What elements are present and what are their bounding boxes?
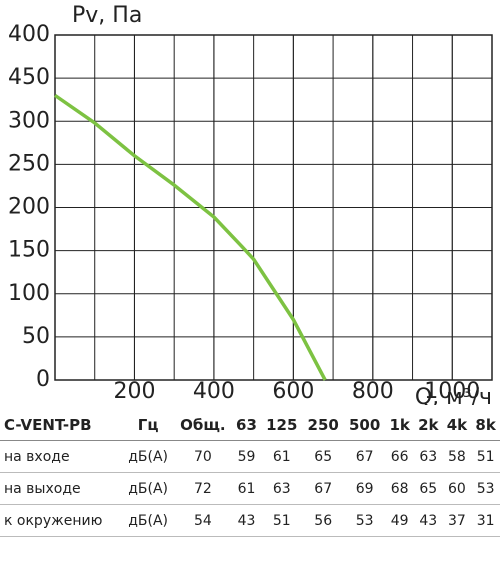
y-tick-label: 0 [36, 367, 50, 392]
cell: дБ(А) [122, 504, 174, 537]
header-cell: 125 [261, 409, 303, 441]
cell: дБ(А) [122, 440, 174, 473]
cell: 67 [302, 472, 344, 505]
cell: 67 [343, 440, 386, 473]
y-tick-label: 400 [8, 22, 50, 47]
header-cell: 8k [471, 409, 500, 441]
y-tick-label: 150 [8, 238, 50, 263]
cell: 65 [302, 440, 344, 473]
cell: 58 [442, 440, 472, 473]
plot-frame [54, 34, 493, 381]
cell: 59 [231, 440, 262, 473]
cell: на выходе [0, 472, 123, 505]
cell: 31 [471, 504, 500, 537]
cell: на входе [0, 440, 123, 473]
header-cell: Гц [122, 409, 174, 441]
cell: 54 [173, 504, 232, 537]
noise-table: C-VENT-PB Гц Общ. 63 125 250 500 1k 2k 4k 8k на вхо… [0, 409, 500, 537]
y-tick-label: 450 [8, 65, 50, 90]
header-cell: C-VENT-PB [0, 409, 123, 441]
x-tick-label: 200 [113, 379, 155, 404]
cell: 51 [471, 440, 500, 473]
cell: 43 [413, 504, 443, 537]
curve [54, 93, 327, 381]
y-axis-label: Pv, Па [72, 3, 142, 28]
x-tick-label: 800 [352, 379, 394, 404]
cell: 68 [385, 472, 414, 505]
chart: Pv, Па Q, м³/ч 0501001502002503004504002… [8, 3, 493, 410]
cell: 63 [413, 440, 443, 473]
cell: 56 [302, 504, 344, 537]
cell: 53 [471, 472, 500, 505]
y-tick-label: 50 [22, 324, 50, 349]
y-tick-label: 200 [8, 195, 50, 220]
y-tick-label: 250 [8, 151, 50, 176]
table-row: к окружению дБ(А) 54 43 51 56 53 49 43 37 31 [0, 504, 500, 537]
cell: 51 [261, 504, 303, 537]
header-cell: 4k [442, 409, 472, 441]
cell: 72 [173, 472, 232, 505]
table-row: на выходе дБ(А) 72 61 63 67 69 68 65 60 53 [0, 472, 500, 505]
x-tick-label: 400 [193, 379, 235, 404]
cell: 69 [343, 472, 386, 505]
cell: 43 [231, 504, 262, 537]
y-tick-label: 300 [8, 108, 50, 133]
header-cell: 250 [302, 409, 344, 441]
cell: 61 [261, 440, 303, 473]
header-cell: 63 [231, 409, 262, 441]
cell: к окружению [0, 504, 123, 537]
y-tick-label: 100 [8, 281, 50, 306]
table-row: на входе дБ(А) 70 59 61 65 67 66 63 58 51 [0, 440, 500, 473]
cell: 65 [413, 472, 443, 505]
x-tick-label: 600 [272, 379, 314, 404]
cell: 66 [385, 440, 414, 473]
header-cell: 2k [413, 409, 443, 441]
header-cell: 1k [385, 409, 414, 441]
cell: 70 [173, 440, 232, 473]
header-cell: 500 [343, 409, 386, 441]
cell: дБ(А) [122, 472, 174, 505]
cell: 49 [385, 504, 414, 537]
cell: 61 [231, 472, 262, 505]
x-tick-label: 1000 [424, 379, 480, 404]
cell: 53 [343, 504, 386, 537]
cell: 60 [442, 472, 472, 505]
cell: 37 [442, 504, 472, 537]
header-cell: Общ. [173, 409, 232, 441]
cell: 63 [261, 472, 303, 505]
